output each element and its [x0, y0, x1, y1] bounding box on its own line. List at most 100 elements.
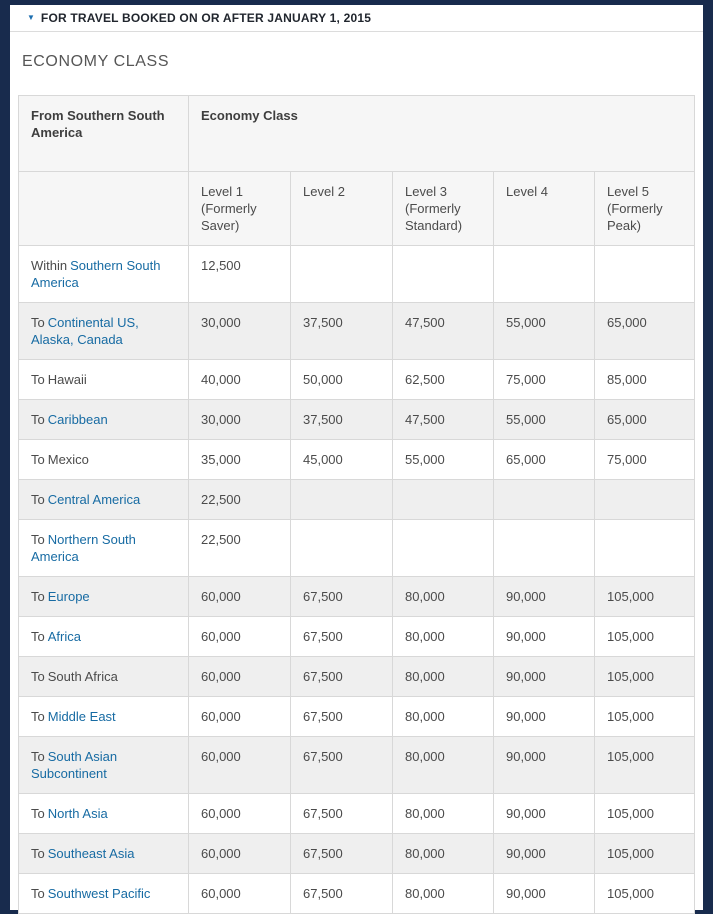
miles-value: 90,000	[493, 736, 595, 794]
table-row: To North Asia 60,000 67,500 80,000 90,000…	[18, 793, 696, 834]
miles-value: 90,000	[493, 793, 595, 834]
miles-value: 35,000	[188, 439, 291, 480]
table-row: To Europe 60,000 67,500 80,000 90,000 105…	[18, 576, 696, 617]
table-row: Within Southern South America 12,500	[18, 245, 696, 303]
travel-booked-accordion-header[interactable]: ▼ FOR TRAVEL BOOKED ON OR AFTER JANUARY …	[10, 5, 703, 32]
destination-prefix: To	[31, 709, 45, 724]
miles-value: 80,000	[392, 833, 494, 874]
miles-value: 105,000	[593, 873, 696, 914]
table-row: To South Asian Subcontinent 60,000 67,500…	[18, 736, 696, 794]
miles-value	[290, 245, 393, 303]
miles-value: 22,500	[188, 519, 291, 577]
miles-value: 12,500	[188, 245, 291, 303]
miles-value: 60,000	[188, 873, 291, 914]
miles-value: 30,000	[188, 399, 291, 440]
destination-cell: To Hawaii	[18, 359, 189, 400]
miles-value: 80,000	[392, 616, 494, 657]
destination-link[interactable]: Middle East	[47, 709, 116, 724]
destination-prefix: To	[31, 492, 45, 507]
miles-value: 55,000	[493, 399, 595, 440]
miles-value: 80,000	[392, 576, 494, 617]
level-header-row: Level 1 (Formerly Saver) Level 2 Level 3…	[18, 171, 696, 246]
miles-value: 85,000	[593, 359, 696, 400]
miles-value: 90,000	[493, 576, 595, 617]
destination-prefix: Within	[31, 258, 68, 273]
miles-value	[593, 245, 696, 303]
destination-link[interactable]: South Asian Subcontinent	[31, 749, 118, 781]
destination-link: South Africa	[47, 669, 118, 684]
destination-cell: To Mexico	[18, 439, 189, 480]
table-row: To Northern South America 22,500	[18, 519, 696, 577]
miles-value	[493, 245, 595, 303]
miles-value: 60,000	[188, 793, 291, 834]
destination-link[interactable]: Caribbean	[47, 412, 108, 427]
destination-link[interactable]: Southern South America	[31, 258, 161, 290]
table-row: To Central America 22,500	[18, 479, 696, 520]
miles-value: 75,000	[493, 359, 595, 400]
destination-prefix: To	[31, 669, 45, 684]
destination-prefix: To	[31, 629, 45, 644]
destination-prefix: To	[31, 532, 45, 547]
table-row: To Caribbean 30,000 37,500 47,500 55,000 …	[18, 399, 696, 440]
miles-value: 67,500	[290, 873, 393, 914]
destination-cell: To Africa	[18, 616, 189, 657]
destination-cell: To North Asia	[18, 793, 189, 834]
miles-value: 105,000	[593, 616, 696, 657]
miles-value: 22,500	[188, 479, 291, 520]
table-row: To Hawaii 40,000 50,000 62,500 75,000 85,…	[18, 359, 696, 400]
destination-link[interactable]: Central America	[47, 492, 141, 507]
miles-value: 37,500	[290, 302, 393, 360]
award-chart-table: From Southern South America Economy Clas…	[17, 95, 696, 914]
destination-prefix: To	[31, 886, 45, 901]
miles-value: 105,000	[593, 793, 696, 834]
miles-value: 90,000	[493, 656, 595, 697]
table-row: To Continental US, Alaska, Canada 30,000 …	[18, 302, 696, 360]
destination-link[interactable]: Southeast Asia	[47, 846, 135, 861]
miles-value: 80,000	[392, 736, 494, 794]
level-1-header: Level 1 (Formerly Saver)	[188, 171, 291, 246]
miles-value	[493, 519, 595, 577]
miles-value: 80,000	[392, 656, 494, 697]
destination-link[interactable]: Southwest Pacific	[47, 886, 151, 901]
destination-cell: To South Asian Subcontinent	[18, 736, 189, 794]
group-header-row: From Southern South America Economy Clas…	[18, 95, 696, 172]
miles-value: 67,500	[290, 793, 393, 834]
blank-header-cell	[18, 171, 189, 246]
destination-link[interactable]: Northern South America	[31, 532, 136, 564]
destination-cell: To South Africa	[18, 656, 189, 697]
miles-value: 50,000	[290, 359, 393, 400]
miles-value: 80,000	[392, 696, 494, 737]
table-row: To Southeast Asia 60,000 67,500 80,000 90…	[18, 833, 696, 874]
table-row: To Africa 60,000 67,500 80,000 90,000 105…	[18, 616, 696, 657]
destination-prefix: To	[31, 315, 45, 330]
miles-value	[392, 245, 494, 303]
level-5-header: Level 5 (Formerly Peak)	[593, 171, 696, 246]
destination-link: Mexico	[47, 452, 89, 467]
table-row: To Southwest Pacific 60,000 67,500 80,000…	[18, 873, 696, 914]
level-3-header: Level 3 (Formerly Standard)	[392, 171, 494, 246]
miles-value: 67,500	[290, 616, 393, 657]
from-region-header: From Southern South America	[18, 95, 189, 172]
miles-value: 65,000	[593, 302, 696, 360]
miles-value	[392, 519, 494, 577]
destination-prefix: To	[31, 749, 45, 764]
miles-value: 67,500	[290, 736, 393, 794]
section-title: ECONOMY CLASS	[22, 53, 170, 70]
miles-value: 65,000	[493, 439, 595, 480]
destination-link[interactable]: North Asia	[47, 806, 108, 821]
destination-link[interactable]: Africa	[47, 629, 81, 644]
miles-value: 105,000	[593, 576, 696, 617]
miles-value: 105,000	[593, 656, 696, 697]
destination-link[interactable]: Europe	[47, 589, 90, 604]
destination-link[interactable]: Continental US, Alaska, Canada	[31, 315, 139, 347]
miles-value: 62,500	[392, 359, 494, 400]
destination-prefix: To	[31, 806, 45, 821]
miles-value: 105,000	[593, 833, 696, 874]
miles-value: 65,000	[593, 399, 696, 440]
travel-booked-label: FOR TRAVEL BOOKED ON OR AFTER JANUARY 1,…	[40, 11, 372, 25]
miles-value: 30,000	[188, 302, 291, 360]
destination-cell: To Southeast Asia	[18, 833, 189, 874]
destination-cell: To Caribbean	[18, 399, 189, 440]
miles-value	[593, 479, 696, 520]
miles-value: 67,500	[290, 833, 393, 874]
